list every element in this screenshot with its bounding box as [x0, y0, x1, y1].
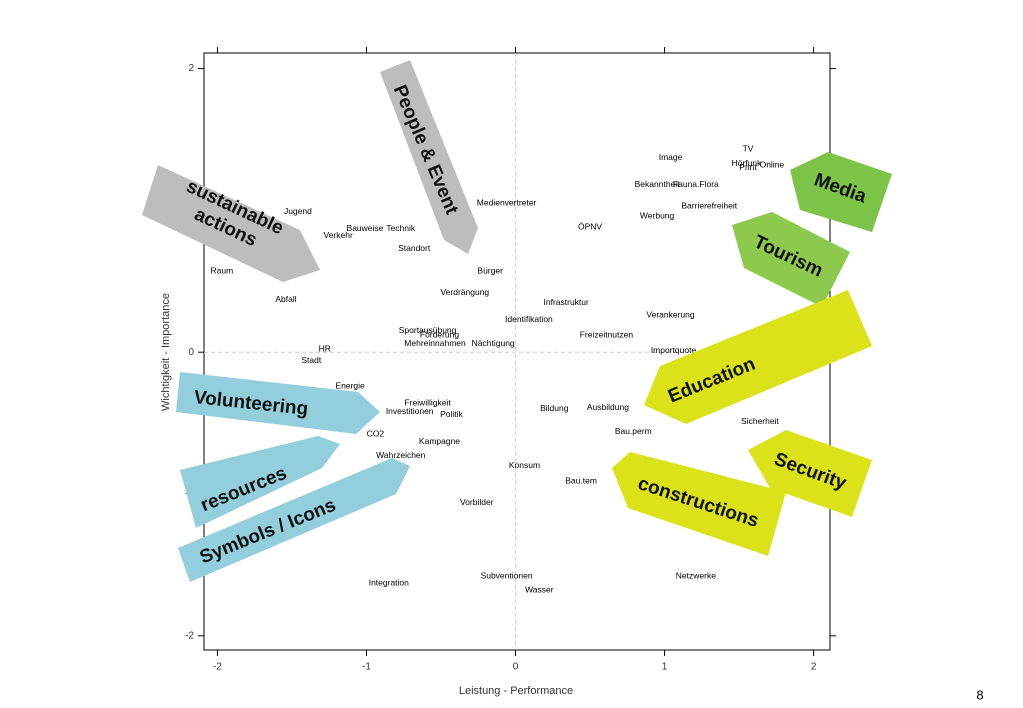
point-label: Mehreinnahmen: [404, 338, 466, 348]
point-label: Hörfunk: [732, 158, 763, 168]
point-label: Jugend: [284, 206, 312, 216]
point-label: Verdrängung: [440, 287, 489, 297]
point-label: Importquote: [651, 345, 697, 355]
x-tick-label: 2: [811, 662, 817, 673]
point-label: Technik: [386, 223, 416, 233]
point-label: Bürger: [477, 266, 503, 276]
point-label: Identifikation: [505, 314, 553, 324]
x-tick-label: 0: [513, 662, 519, 673]
point-label: Politik: [440, 409, 463, 419]
point-label: Fauna.Flora: [673, 179, 719, 189]
point-label: Bau.perm: [615, 426, 652, 436]
x-tick-label: 1: [662, 662, 668, 673]
point-label: Sportausübung: [399, 325, 457, 335]
point-label: CO2: [367, 429, 385, 439]
annotation-arrow: [178, 458, 410, 582]
point-label: Raum: [211, 266, 234, 276]
point-label: Image: [659, 152, 683, 162]
annotation-arrow: [180, 436, 340, 528]
point-label: Sicherheit: [741, 416, 779, 426]
x-tick-label: -2: [213, 662, 222, 673]
point-label: Bekanntheit: [635, 179, 681, 189]
annotation-arrow: [732, 212, 850, 307]
annotation-arrow: [612, 452, 786, 556]
point-label: Wasser: [525, 585, 554, 595]
point-label: TV: [743, 144, 754, 154]
annotation-arrow: [644, 290, 872, 424]
page-number: 8: [976, 687, 983, 702]
y-axis-title: Wichtigkeit - Importance: [160, 293, 172, 411]
point-label: Freizeitnutzen: [580, 329, 634, 339]
point-label: Bau.tem: [565, 476, 597, 486]
point-label: Standort: [398, 243, 431, 253]
point-label: Freiwilligkeit: [404, 398, 451, 408]
point-label: Bauweise: [347, 223, 384, 233]
point-label: Verkehr: [323, 230, 352, 240]
point-label: Verankerung: [646, 310, 694, 320]
point-label: Stadt: [301, 355, 321, 365]
y-tick-label: 2: [188, 63, 194, 74]
point-label: Medienvertreter: [477, 198, 537, 208]
annotation-arrow: [176, 372, 380, 434]
point-label: Print: [739, 162, 757, 172]
point-label: Nächtigung: [472, 338, 515, 348]
point-label: Barrierefreiheit: [681, 200, 737, 210]
point-label: Online: [760, 159, 785, 169]
point-label: Integration: [369, 578, 409, 588]
y-tick-label: -2: [185, 630, 194, 641]
point-label: Kampagne: [419, 436, 460, 446]
annotation-arrow: [748, 430, 872, 517]
point-label: HR: [319, 344, 331, 354]
point-label: Wahrzeichen: [376, 450, 426, 460]
point-label: Energie: [335, 380, 365, 390]
x-tick-label: -1: [362, 662, 371, 673]
point-label: Förderung: [420, 329, 459, 339]
point-label: Abfall: [275, 294, 296, 304]
point-label: Subventionen: [481, 571, 533, 581]
annotation-arrow: [380, 60, 478, 254]
point-label: Ausbildung: [587, 402, 629, 412]
annotation-arrow: [142, 165, 320, 282]
x-axis-title: Leistung - Performance: [459, 685, 573, 697]
point-label: Infrastruktur: [544, 297, 590, 307]
point-label: Investitionen: [386, 406, 434, 416]
point-label: Werbung: [640, 210, 675, 220]
y-tick-label: 0: [188, 347, 194, 358]
point-label: Bildung: [540, 403, 569, 413]
point-label: Konsum: [509, 460, 540, 470]
point-label: Vorbilder: [460, 497, 494, 507]
point-label: Netzwerke: [676, 571, 716, 581]
point-label: ÖPNV: [578, 222, 602, 232]
annotation-arrow: [790, 152, 892, 232]
